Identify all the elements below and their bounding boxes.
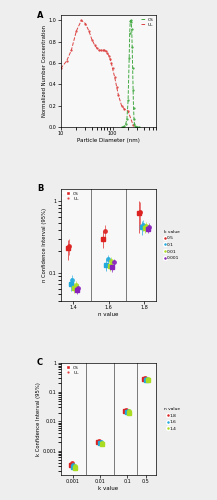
Legend: CS, UL: CS, UL	[63, 191, 79, 201]
X-axis label: Particle Diameter (nm): Particle Diameter (nm)	[77, 138, 140, 143]
Text: C: C	[37, 358, 43, 368]
Legend: CS, UL: CS, UL	[141, 17, 154, 27]
Text: A: A	[37, 10, 43, 20]
Y-axis label: Normalized Number Concentration: Normalized Number Concentration	[43, 25, 48, 117]
Y-axis label: n Confidence Interval (95%): n Confidence Interval (95%)	[43, 208, 48, 282]
X-axis label: n value: n value	[98, 312, 119, 318]
Y-axis label: k Confidence Interval (95%): k Confidence Interval (95%)	[36, 382, 41, 456]
Legend: CS, UL: CS, UL	[63, 365, 79, 375]
Text: B: B	[37, 184, 43, 194]
X-axis label: k value: k value	[99, 486, 118, 491]
